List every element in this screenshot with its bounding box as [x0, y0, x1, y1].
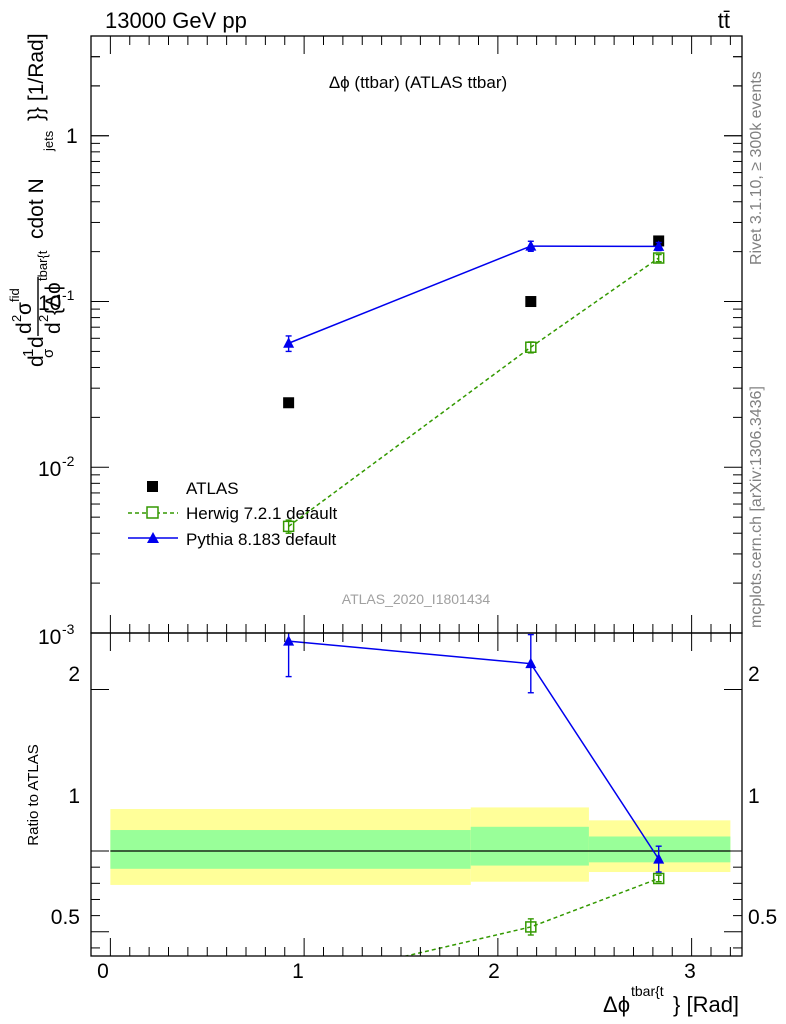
x-label-tbar: tbar{t	[631, 983, 664, 999]
ratio-uncertainty-bands	[110, 807, 731, 885]
ratio-y-tick-labels-right: 0.5 1 2	[748, 663, 777, 929]
ratio-band-green-0	[110, 830, 471, 869]
main-atlas-point-0	[283, 397, 295, 409]
ytick-1e0: 1	[66, 125, 78, 148]
legend-herwig-label: Herwig 7.2.1 default	[186, 504, 337, 523]
ratio-herwig-point-2	[652, 872, 665, 885]
y-label-sigma2: σ	[13, 302, 36, 315]
legend: ATLAS Herwig 7.2.1 default Pythia 8.183 …	[128, 479, 337, 549]
y-label-jets: jets	[41, 130, 56, 152]
ratio-ytick-right-0.5: 0.5	[748, 906, 777, 929]
main-atlas-point-1	[525, 296, 537, 308]
ratio-ytick-2: 2	[68, 663, 80, 686]
y-label-d3: d	[13, 322, 36, 334]
xtick-0: 0	[97, 960, 109, 983]
rivet-version-label: Rivet 3.1.10, ≥ 300k events	[748, 71, 765, 265]
ratio-ytick-right-2: 2	[748, 663, 760, 686]
y-label-tbar: tbar{t	[35, 250, 50, 281]
main-y-axis-label: d 1 σ d d 2 σ fid d 2 {Δϕ tbar{t cdot N …	[7, 33, 65, 367]
main-pythia-line	[288, 245, 659, 344]
y-label-sup2b: 2	[36, 315, 51, 322]
x-label-unit: } [Rad]	[673, 992, 739, 1017]
ratio-pythia-point-1	[525, 657, 537, 669]
main-pythia-point-0	[283, 337, 295, 348]
legend-pythia-marker	[147, 532, 159, 543]
main-pythia-point-2	[653, 240, 665, 251]
ytick-1e-2-base: 10	[38, 458, 61, 481]
ratio-pythia-point-2	[653, 853, 665, 864]
y-label-d: d	[25, 355, 48, 367]
ytick-1e-3-exp: -3	[62, 621, 75, 637]
ratio-plot-frame	[90, 632, 743, 957]
y-label-sup2: 2	[9, 315, 24, 322]
ytick-1e-3-base: 10	[38, 626, 61, 649]
mcplots-label: mcplots.cern.ch [arXiv:1306.3436]	[748, 386, 765, 628]
main-y-tick-labels: 10 -3 10 -2 10 -1 1	[38, 125, 78, 649]
main-series	[282, 235, 665, 534]
ratio-y-tick-labels-left: 0.5 1 2	[51, 663, 80, 929]
legend-herwig-marker	[146, 506, 159, 519]
main-pythia-point-1	[525, 240, 537, 251]
ratio-series	[283, 633, 665, 956]
y-label-dphi: {Δϕ	[42, 282, 65, 315]
ratio-herwig-point-1	[525, 921, 537, 933]
ytick-1e-1-exp: -1	[62, 287, 75, 303]
y-label-d4: d	[42, 322, 65, 334]
y-label-cdot: cdot N	[25, 178, 48, 239]
ratio-ytick-1: 1	[68, 785, 80, 808]
y-label-unit: }} [1/Rad]	[25, 33, 48, 121]
ratio-y-axis-label: Ratio to ATLAS	[25, 744, 42, 845]
ratio-ytick-0.5: 0.5	[51, 906, 80, 929]
y-label-d2: d	[25, 336, 48, 348]
xtick-1: 1	[292, 960, 304, 983]
xtick-2: 2	[488, 960, 500, 983]
main-herwig-line	[288, 257, 660, 527]
x-axis-label: Δϕ tbar{t } [Rad]	[603, 983, 739, 1017]
legend-atlas-label: ATLAS	[186, 479, 239, 498]
y-label-sigma: σ	[40, 348, 57, 358]
energy-label: 13000 GeV pp	[105, 8, 247, 33]
ratio-pythia-point-0	[283, 635, 295, 646]
main-herwig-point-2	[652, 252, 665, 264]
y-label-fid: fid	[7, 288, 22, 302]
axes-frames	[90, 35, 743, 957]
x-tick-labels: 0 1 2 3	[97, 960, 696, 983]
ratio-ytick-right-1: 1	[748, 785, 760, 808]
ratio-herwig-line	[402, 877, 659, 956]
main-plot-title: Δϕ (ttbar) (ATLAS ttbar)	[329, 73, 507, 92]
y-label-one: 1	[20, 349, 37, 357]
xtick-3: 3	[684, 960, 696, 983]
legend-atlas-marker	[147, 481, 158, 492]
ytick-1e-2-exp: -2	[62, 453, 75, 469]
legend-pythia-label: Pythia 8.183 default	[186, 530, 337, 549]
main-herwig-point-0	[282, 520, 295, 533]
analysis-watermark: ATLAS_2020_I1801434	[342, 591, 491, 607]
ratio-band-green-1	[470, 826, 589, 866]
main-herwig-point-1	[525, 341, 537, 353]
x-label-dphi: Δϕ	[603, 992, 630, 1017]
ytick-1e-1-base: 10	[38, 292, 61, 315]
process-label: tt̄	[718, 8, 730, 33]
